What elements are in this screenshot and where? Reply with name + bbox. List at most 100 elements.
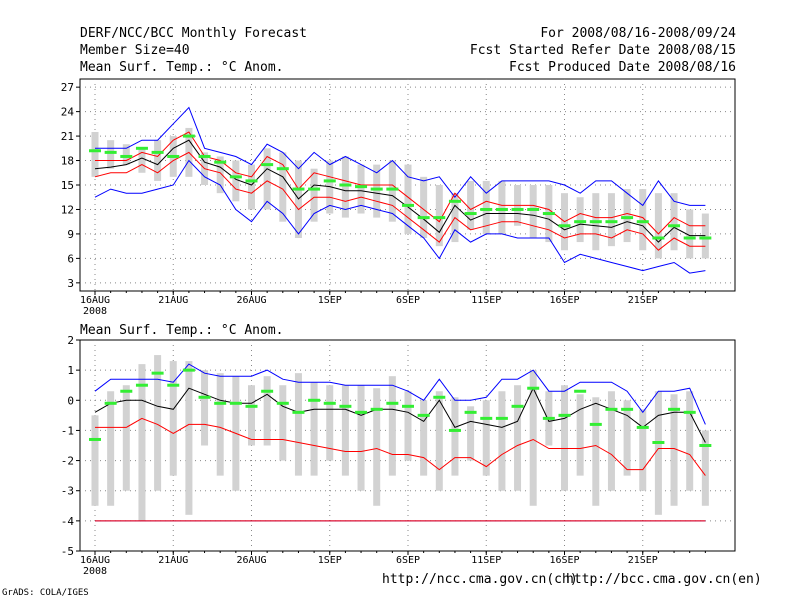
- series-envelope-min: [94, 159, 706, 274]
- y-tick-label: 6: [67, 252, 74, 265]
- produced-date: Fcst Produced Date 2008/08/16: [509, 60, 736, 75]
- y-tick-label: 12: [61, 203, 74, 216]
- y-tick-label: 15: [61, 179, 74, 192]
- range-box: [279, 385, 287, 461]
- y-tick-label: -1: [61, 424, 74, 437]
- range-box: [216, 156, 224, 194]
- range-box: [623, 400, 631, 476]
- series-band-lower: [94, 151, 706, 251]
- range-box: [639, 409, 647, 491]
- range-box: [435, 391, 443, 491]
- range-box: [420, 176, 428, 238]
- forecast-period: For 2008/08/16-2008/09/24: [540, 26, 736, 41]
- precipitation-panel: -5 -4 -3 -2 -1 0 1 2 16AUG 21AUG 26AUG 1SEP 6SEP 11SE…: [61, 334, 736, 577]
- x-tick-label: 6SEP: [396, 295, 420, 306]
- x-tick-label: 21AUG: [158, 555, 188, 566]
- range-box: [670, 193, 678, 251]
- range-box: [498, 180, 506, 234]
- range-box: [467, 180, 475, 230]
- series-median: [94, 139, 706, 243]
- x-tick-label: 21AUG: [158, 295, 188, 306]
- grads-credit: GrADS: COLA/IGES: [2, 588, 89, 598]
- range-box: [576, 394, 584, 476]
- url-en-link[interactable]: http://bcc.cma.gov.cn(en): [566, 572, 762, 587]
- y-tick-label: 18: [61, 155, 74, 168]
- range-box: [357, 164, 365, 214]
- range-box: [701, 430, 709, 506]
- temperature-panel: Mean Surf. Temp.: °C Anom. 3 6 9 12 15 18 21 24 2…: [61, 78, 736, 338]
- x-tick-label: 16AUG: [80, 295, 110, 306]
- range-box: [529, 370, 537, 506]
- range-box: [654, 193, 662, 259]
- range-box: [91, 132, 99, 177]
- range-box: [388, 160, 396, 222]
- range-box: [263, 148, 271, 210]
- range-box: [154, 355, 162, 491]
- series-envelope-max: [94, 363, 706, 425]
- range-box: [263, 376, 271, 446]
- series-band-upper: [95, 131, 706, 235]
- range-box: [326, 385, 334, 461]
- range-box: [310, 382, 318, 476]
- range-box: [248, 164, 255, 210]
- x-tick-label: 11SEP: [471, 295, 501, 306]
- y-tick-label: -2: [61, 455, 74, 468]
- series-band-upper: [95, 417, 706, 476]
- range-box: [623, 189, 631, 243]
- y-tick-label: 9: [67, 228, 74, 241]
- x-tick-label: 21SEP: [628, 295, 658, 306]
- range-box: [107, 140, 115, 169]
- range-box: [248, 385, 255, 446]
- range-box: [107, 391, 115, 506]
- range-box: [232, 160, 240, 202]
- range-box: [561, 385, 568, 491]
- x-tick-label: 6SEP: [396, 555, 420, 566]
- url-ch-link[interactable]: http://ncc.cma.gov.cn(ch): [382, 572, 578, 587]
- range-box: [592, 397, 600, 506]
- range-box: [420, 400, 428, 476]
- range-box: [498, 391, 506, 491]
- range-box: [451, 397, 459, 476]
- range-box: [607, 193, 615, 247]
- y-tick-label: 3: [67, 277, 74, 290]
- range-box: [373, 164, 381, 218]
- y-tick-label: -5: [61, 545, 74, 558]
- range-box: [138, 148, 146, 173]
- range-box: [154, 140, 162, 181]
- y-tick-label: 27: [61, 81, 74, 94]
- range-box: [357, 385, 365, 491]
- series-median: [94, 387, 706, 443]
- x-tick-label: 26AUG: [236, 555, 266, 566]
- range-box: [529, 185, 537, 238]
- x-tick-label: 1SEP: [318, 295, 342, 306]
- range-box: [122, 385, 130, 491]
- range-box: [482, 400, 490, 476]
- x-tick-label: 11SEP: [471, 555, 501, 566]
- range-box: [279, 152, 287, 222]
- chart-title: DERF/NCC/BCC Monthly Forecast: [80, 26, 307, 41]
- year-label: 2008: [83, 306, 107, 317]
- range-box: [607, 391, 615, 491]
- x-tick-label: 16AUG: [80, 555, 110, 566]
- range-box: [654, 391, 662, 515]
- range-box: [576, 197, 584, 243]
- member-size-label: Member Size=40: [80, 43, 190, 58]
- y-tick-label: 2: [67, 334, 74, 347]
- x-tick-label: 26AUG: [236, 295, 266, 306]
- panel-title: Mean Surf. Temp.: °C Anom.: [80, 323, 284, 338]
- x-tick-label: 21SEP: [628, 555, 658, 566]
- range-box: [185, 361, 193, 515]
- y-tick-label: 0: [67, 394, 74, 407]
- range-box: [670, 394, 678, 506]
- range-box: [341, 385, 349, 476]
- range-box: [341, 156, 349, 218]
- range-box: [467, 406, 475, 461]
- y-tick-label: -3: [61, 485, 74, 498]
- range-box: [686, 209, 694, 259]
- range-box: [91, 415, 99, 506]
- range-box: [404, 391, 412, 461]
- range-box: [122, 144, 130, 165]
- range-box: [138, 364, 146, 521]
- range-box: [404, 164, 412, 234]
